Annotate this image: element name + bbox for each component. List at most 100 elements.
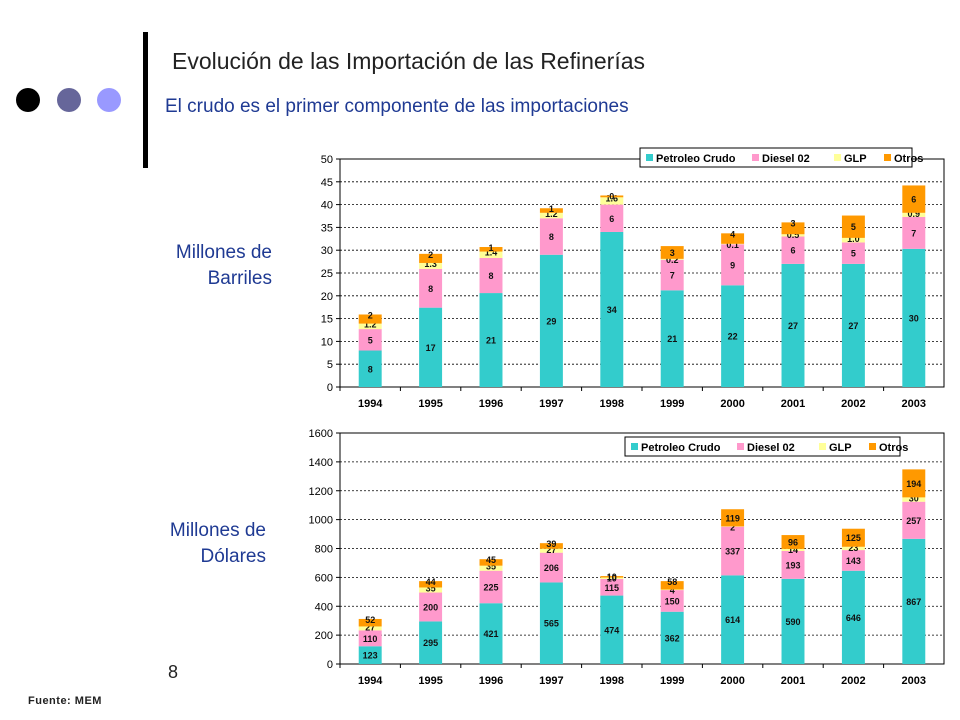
chart1-data-label: 1.6 bbox=[606, 193, 619, 203]
chart2-xtick-label: 2001 bbox=[781, 675, 805, 687]
chart2-bar-diesel-02 bbox=[479, 570, 503, 604]
chart2-bar-glp bbox=[479, 565, 503, 571]
chart1-data-label: 5 bbox=[851, 222, 856, 232]
title-divider bbox=[143, 32, 148, 168]
chart1-ytick-label: 5 bbox=[327, 359, 333, 371]
chart1-data-label: 1 bbox=[488, 243, 493, 253]
chart1-ytick-label: 20 bbox=[321, 291, 333, 303]
chart1-xtick-label: 2002 bbox=[841, 398, 865, 410]
chart1-legend-label: Diesel 02 bbox=[762, 153, 810, 165]
chart2-data-label: 614 bbox=[725, 615, 740, 625]
chart1-data-label: 6 bbox=[790, 246, 795, 256]
chart1-xtick-label: 1994 bbox=[358, 398, 383, 410]
chart2-legend-swatch bbox=[737, 443, 744, 450]
decor-dot-slate bbox=[57, 88, 81, 112]
chart1-xtick-label: 2001 bbox=[781, 398, 805, 410]
chart1-data-label: 0.1 bbox=[726, 240, 739, 250]
chart2-xtick-label: 1995 bbox=[418, 675, 442, 687]
chart2-bar-otros bbox=[781, 535, 805, 549]
chart2-data-label: 14 bbox=[788, 545, 798, 555]
chart2-data-label: 27 bbox=[546, 545, 556, 555]
chart1-data-label: 0.9 bbox=[908, 209, 921, 219]
chart2-bar-otros bbox=[539, 543, 563, 549]
chart1-data-label: 22 bbox=[728, 332, 738, 342]
chart1-ytick-label: 35 bbox=[321, 222, 333, 234]
chart1-bar-petroleo-crudo bbox=[358, 350, 382, 387]
chart1-data-label: 0.2 bbox=[666, 255, 679, 265]
chart1-ytick-label: 40 bbox=[321, 200, 333, 212]
chart2-data-label: 143 bbox=[846, 556, 861, 566]
chart2-data-label: 150 bbox=[665, 596, 680, 606]
chart2-data-label: 35 bbox=[426, 583, 436, 593]
chart2-data-label: 225 bbox=[483, 582, 498, 592]
chart1-bar-glp bbox=[358, 323, 382, 330]
chart2-data-label: 45 bbox=[486, 555, 496, 565]
chart1-legend-label: GLP bbox=[844, 153, 867, 165]
chart1-data-label: 8 bbox=[428, 284, 433, 294]
chart1-legend-box bbox=[639, 147, 913, 168]
chart1-bar-diesel-02 bbox=[660, 259, 684, 291]
decor-dot-lavender bbox=[97, 88, 121, 112]
chart2-data-label: 115 bbox=[605, 583, 620, 593]
dollars-axis-title-line2: Dólares bbox=[200, 546, 266, 567]
chart2-bar-petroleo-crudo bbox=[660, 611, 684, 664]
chart1-legend-label: Petroleo Crudo bbox=[656, 153, 736, 165]
chart2-bar-otros bbox=[902, 469, 926, 498]
chart1-ytick-label: 45 bbox=[321, 177, 333, 189]
chart1-bar-petroleo-crudo bbox=[902, 248, 926, 387]
chart1-data-label: 1 bbox=[549, 204, 554, 214]
chart2-bar-otros bbox=[660, 581, 684, 590]
chart1-data-label: 29 bbox=[546, 316, 556, 326]
chart2-data-label: 565 bbox=[544, 619, 559, 629]
chart2-bar-petroleo-crudo bbox=[781, 578, 805, 664]
chart1-legend-swatch bbox=[884, 154, 891, 161]
chart2-ytick-label: 1200 bbox=[309, 486, 333, 498]
chart2-data-label: 110 bbox=[363, 634, 378, 644]
barrels-axis-title: Millones de Barriles bbox=[120, 240, 272, 292]
chart2-data-label: 200 bbox=[423, 602, 438, 612]
chart1-bar-otros bbox=[419, 253, 443, 263]
chart1-xtick-label: 1996 bbox=[479, 398, 503, 410]
chart2-data-label: 362 bbox=[665, 633, 680, 643]
chart1-bar-diesel-02 bbox=[721, 244, 745, 286]
chart2-bar-glp bbox=[841, 546, 865, 551]
chart2-bar-glp bbox=[358, 626, 382, 631]
chart1-bar-petroleo-crudo bbox=[479, 293, 503, 387]
chart2-bar-petroleo-crudo bbox=[539, 582, 563, 664]
chart1-bar-diesel-02 bbox=[358, 329, 382, 351]
chart1-data-label: 17 bbox=[426, 343, 436, 353]
chart2-xtick-label: 2000 bbox=[720, 675, 744, 687]
chart2-data-label: 125 bbox=[846, 533, 861, 543]
chart2-xtick-label: 1996 bbox=[479, 675, 503, 687]
chart2-ytick-label: 200 bbox=[315, 630, 333, 642]
chart2-data-label: 119 bbox=[725, 513, 740, 523]
chart1-ytick-label: 30 bbox=[321, 245, 333, 257]
chart1-bar-otros bbox=[721, 233, 745, 244]
chart1-xtick-label: 1998 bbox=[600, 398, 624, 410]
chart1-bar-glp bbox=[479, 251, 503, 258]
chart1-data-label: 8 bbox=[368, 364, 373, 374]
chart1-bar-glp bbox=[781, 234, 805, 237]
chart1-bar-diesel-02 bbox=[902, 216, 926, 249]
chart1-data-label: 3 bbox=[790, 218, 795, 228]
chart2-xtick-label: 1994 bbox=[358, 675, 383, 687]
source-note: Fuente: MEM bbox=[28, 695, 102, 707]
chart1-bar-glp bbox=[539, 212, 563, 219]
chart1-legend-swatch bbox=[752, 154, 759, 161]
chart2-ytick-label: 400 bbox=[315, 601, 333, 613]
chart2-bar-glp bbox=[600, 577, 624, 579]
chart2-data-label: 10 bbox=[607, 572, 617, 582]
chart1-data-label: 9 bbox=[730, 260, 735, 270]
chart2-bar-otros bbox=[600, 576, 624, 578]
chart1-data-label: 0 bbox=[609, 191, 614, 201]
chart1-bar-diesel-02 bbox=[419, 268, 443, 308]
chart2-bar-glp bbox=[539, 548, 563, 553]
chart1-xtick-label: 1999 bbox=[660, 398, 684, 410]
chart1-data-label: 6 bbox=[609, 214, 614, 224]
chart1-data-label: 8 bbox=[488, 271, 493, 281]
chart2-legend-box bbox=[624, 436, 901, 457]
dollars-axis-title-line1: Millones de bbox=[169, 520, 266, 541]
chart1-data-label: 30 bbox=[909, 313, 919, 323]
chart1-bar-diesel-02 bbox=[539, 218, 563, 255]
